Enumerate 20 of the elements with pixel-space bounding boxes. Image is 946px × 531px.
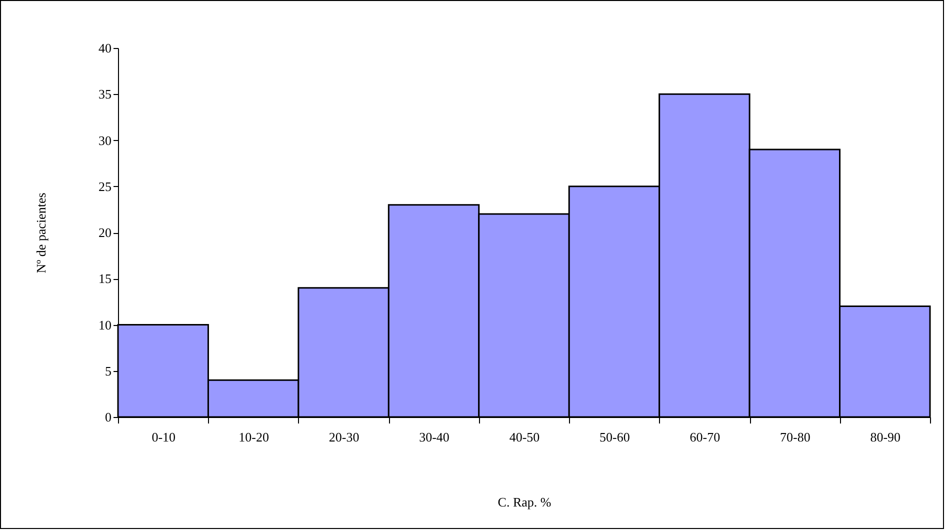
x-tick-label: 80-90	[870, 430, 901, 444]
x-tick-label: 60-70	[690, 430, 720, 444]
x-tick-label: 30-40	[419, 430, 450, 444]
y-axis-title: Nº de pacientes	[34, 192, 48, 274]
y-tick-label: 20	[98, 225, 112, 240]
x-tick-label: 10-20	[238, 430, 270, 444]
y-tick-label: 15	[98, 271, 112, 286]
x-axis-title: C. Rap. %	[498, 494, 552, 510]
y-tick-label: 5	[105, 363, 112, 378]
x-tick-label: 20-30	[328, 430, 360, 444]
y-tick-label: 0	[105, 410, 112, 424]
y-tick-label: 25	[98, 178, 112, 194]
x-tick-label: 40-50	[509, 430, 540, 444]
x-tick-label: 0-10	[152, 430, 176, 444]
x-tick-label: 50-60	[600, 430, 630, 444]
y-tick-label: 35	[98, 86, 112, 102]
y-tick-label: 40	[98, 40, 112, 56]
x-tick-label: 70-80	[780, 430, 810, 444]
y-tick-label: 10	[98, 317, 112, 332]
y-tick-label: 30	[98, 132, 112, 148]
